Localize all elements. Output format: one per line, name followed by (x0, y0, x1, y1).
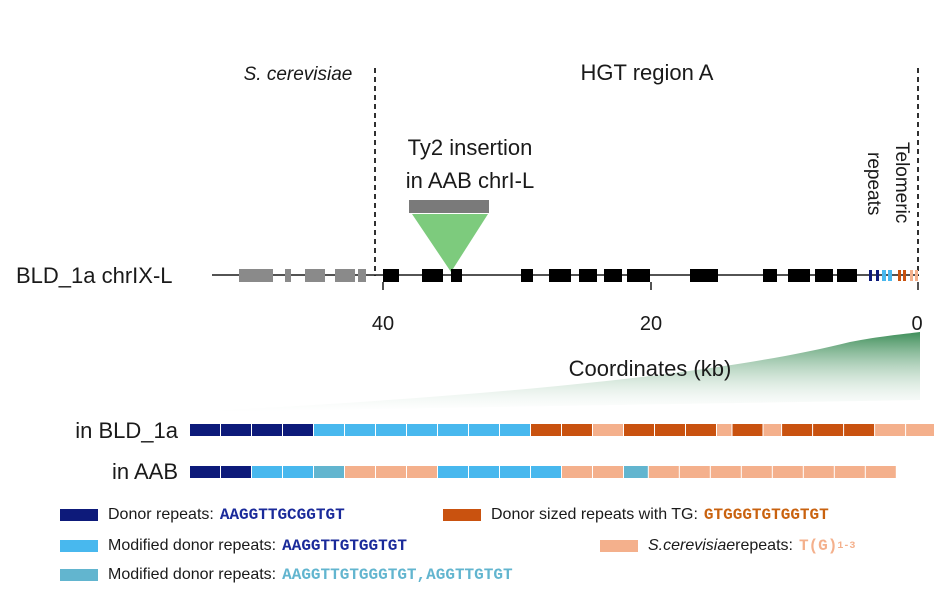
repeat-unit-donor (190, 424, 220, 436)
repeat-unit-donor (283, 424, 313, 436)
mini-repeat (888, 270, 892, 281)
axis-tick-label: 0 (911, 313, 922, 335)
repeat-unit-donor-tg (655, 424, 685, 436)
repeat-unit-scer (710, 466, 741, 478)
repeat-unit-scer (803, 466, 834, 478)
repeat-unit-scer (562, 466, 592, 478)
repeat-unit-modified-donor (376, 424, 406, 436)
repeat-unit-scer (376, 466, 406, 478)
repeat-unit-modified-donor (407, 424, 437, 436)
insertion-label-line2: in AAB chrI-L (406, 168, 534, 193)
gray-genes (239, 269, 366, 282)
repeat-unit-scer (593, 424, 623, 436)
gene-block (451, 269, 462, 282)
axis-title: Coordinates (kb) (569, 356, 732, 381)
insertion-triangle (412, 214, 488, 272)
mini-repeat (903, 270, 906, 281)
repeat-unit-modified-donor (469, 424, 499, 436)
mini-repeat (915, 270, 918, 281)
telomeric-mini-repeats (869, 270, 918, 281)
repeat-unit-modified-donor (438, 424, 468, 436)
gene-block (627, 269, 650, 282)
repeat-unit-donor-tg (813, 424, 844, 436)
repeat-unit-modified-donor (252, 466, 282, 478)
repeat-unit-scer (772, 466, 803, 478)
repeat-unit-modified-donor (345, 424, 375, 436)
zoom-wedge (190, 332, 920, 412)
gene-block (837, 269, 857, 282)
repeat-unit-scer (593, 466, 623, 478)
gene-block (815, 269, 833, 282)
gene-block (335, 269, 355, 282)
repeat-unit-donor-tg (844, 424, 875, 436)
gene-block (305, 269, 325, 282)
region-label: HGT region A (581, 60, 714, 85)
repeat-unit-donor-tg (624, 424, 654, 436)
gene-block (239, 269, 273, 282)
repeat-unit-donor-tg (562, 424, 592, 436)
repeat-unit-scer (906, 424, 934, 436)
repeat-unit-scer (679, 466, 710, 478)
gene-block (358, 269, 366, 282)
gene-block (422, 269, 443, 282)
species-label: S. cerevisiae (244, 64, 353, 85)
mini-repeat (876, 270, 879, 281)
repeat-unit-modified-donor (283, 466, 313, 478)
repeat-unit-modified-donor (438, 466, 468, 478)
repeat-unit-donor (252, 424, 282, 436)
mini-repeat (882, 270, 886, 281)
row-label-bld1a: in BLD_1a (75, 418, 179, 443)
repeat-unit-donor-tg (686, 424, 716, 436)
telomeric-label-line1: Telomeric (891, 142, 912, 223)
gene-block (521, 269, 533, 282)
repeat-unit-donor (221, 466, 251, 478)
gene-block (549, 269, 571, 282)
axis-tick-label: 20 (640, 313, 662, 335)
repeat-unit-modified-donor (469, 466, 499, 478)
repeat-unit-donor-tg (732, 424, 763, 436)
repeat-unit-modified-donor (500, 424, 530, 436)
repeat-unit-modified-donor-2 (624, 466, 648, 478)
row-label-aab: in AAB (112, 459, 178, 484)
gene-block (285, 269, 291, 282)
repeat-unit-scer (865, 466, 896, 478)
gene-block (788, 269, 810, 282)
repeat-unit-scer (763, 424, 782, 436)
mini-repeat (869, 270, 872, 281)
insertion-label-line1: Ty2 insertion (408, 135, 533, 160)
repeat-unit-scer (345, 466, 375, 478)
gene-block (604, 269, 622, 282)
insertion-bar (409, 200, 489, 213)
repeat-unit-scer (875, 424, 906, 436)
repeat-unit-modified-donor (500, 466, 530, 478)
gene-block (383, 269, 399, 282)
repeat-unit-scer (407, 466, 437, 478)
repeat-unit-modified-donor-2 (314, 466, 344, 478)
chromosome-label: BLD_1a chrIX-L (16, 263, 173, 288)
gene-block (579, 269, 597, 282)
repeat-unit-donor (190, 466, 220, 478)
gene-block (690, 269, 718, 282)
repeat-unit-donor-tg (782, 424, 813, 436)
repeat-rows (190, 424, 934, 478)
repeat-unit-scer (834, 466, 865, 478)
repeat-unit-modified-donor (531, 466, 561, 478)
repeat-unit-scer (717, 424, 732, 436)
gene-block (763, 269, 777, 282)
black-genes (383, 269, 857, 282)
repeat-unit-donor (221, 424, 251, 436)
repeat-unit-donor-tg (531, 424, 561, 436)
mini-repeat (910, 270, 913, 281)
repeat-unit-modified-donor (314, 424, 344, 436)
telomeric-label-line2: repeats (863, 152, 884, 215)
mini-repeat (898, 270, 901, 281)
axis-tick-label: 40 (372, 313, 394, 335)
repeat-unit-scer (648, 466, 679, 478)
repeat-unit-scer (741, 466, 772, 478)
